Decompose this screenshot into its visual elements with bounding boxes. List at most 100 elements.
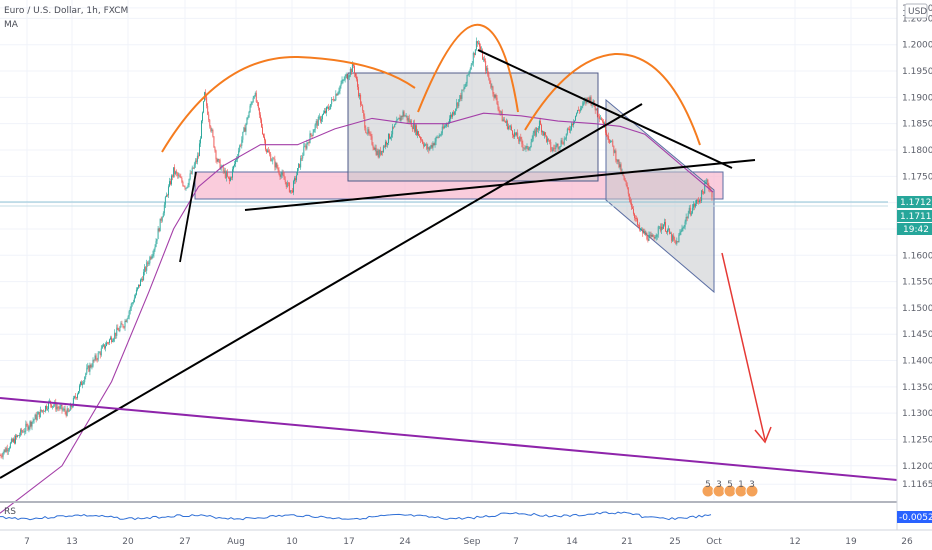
candle-body [294,178,295,182]
candle-body [79,385,81,392]
candle-body [53,405,55,407]
candle-body [285,181,287,187]
neckline[interactable] [244,159,756,211]
rise-to-shoulder-line[interactable] [179,171,197,263]
price-tick-label: 1.18500 [902,120,932,130]
head-shoulder-arc-head[interactable] [417,23,519,113]
candle-body [242,131,244,140]
candle-body [506,120,508,129]
candle-body [203,101,205,113]
candle-body [477,43,479,44]
price-tick-label: 1.18000 [902,146,932,156]
candle-body [348,75,350,78]
head-shoulder-arc-left[interactable] [161,55,416,153]
candle-body [161,217,163,221]
candle-body [145,267,147,271]
candle-body [365,127,367,133]
candle-body [679,232,681,235]
candle-body [186,186,188,189]
candle-body [194,160,196,165]
candle-body [132,302,134,303]
candle-body [518,138,520,142]
candle-body [105,342,107,347]
candle-body [149,257,151,264]
time-tick-label: 13 [66,537,77,547]
candle-body [631,206,633,209]
event-badge-icon[interactable] [745,484,759,498]
candle-body [535,128,537,136]
descending-top-line[interactable] [477,49,733,169]
candle-body [65,411,67,416]
candle-body [590,97,592,106]
candle-body [207,105,209,115]
candle-body [40,409,42,412]
candle-body [138,284,139,288]
candle-body [401,115,403,117]
candle-body [561,140,563,144]
candle-body [436,136,438,138]
candle-body [341,79,343,84]
candle-body [57,406,59,408]
candle-body [565,133,567,139]
candle-body [497,103,499,110]
ma-legend[interactable]: MA [4,20,19,30]
candle-body [118,330,120,332]
candle-body [320,119,322,122]
candle-body [392,126,394,135]
candle-body [258,107,260,115]
candle-body [245,123,247,132]
currency-button[interactable] [904,3,928,19]
symbol-legend[interactable]: Euro / U.S. Dollar, 1h, FXCM [4,6,128,16]
candle-body [397,119,399,120]
candle-body [406,115,408,121]
time-tick-label: Aug [227,537,245,547]
candle-body [482,49,484,60]
purple-trend-line[interactable] [0,397,898,481]
candle-body [123,326,125,328]
candle-body [14,438,15,444]
candle-body [523,147,525,149]
candle-body [705,182,707,184]
candle-body [334,100,336,101]
candle-body [269,152,271,155]
candle-body [179,175,181,178]
candle-body [414,125,416,132]
candle-body [174,167,176,174]
candle-body [30,421,32,427]
candle-body [423,143,425,147]
candle-body [43,411,45,412]
candle-body [626,184,628,188]
candle-body [9,442,11,449]
candle-body [268,150,270,153]
price-tick-label: 1.15000 [902,304,932,314]
candle-body [23,431,25,433]
candle-body [452,112,454,117]
candle-body [428,147,430,150]
head-shoulder-arc-right[interactable] [524,52,701,146]
candle-body [441,126,443,134]
candle-body [283,175,285,180]
candle-body [333,99,335,101]
time-tick-label: 25 [669,537,680,547]
candle-body [347,77,349,79]
candle-body [455,108,457,112]
candle-body [367,129,369,134]
candle-body [573,122,574,126]
forecast-arrow-shaft[interactable] [721,252,766,441]
candle-body [250,103,252,106]
candle-body [543,131,544,136]
consolidation-box[interactable] [347,72,599,182]
candle-body [10,439,12,443]
candle-body [462,89,464,91]
candle-body [583,101,585,103]
candle-body [165,195,167,198]
candle-body [358,87,360,97]
candle-body [636,218,637,219]
candle-body [92,359,94,367]
candle-body [289,190,291,193]
falling-channel[interactable] [605,98,715,294]
candle-body [361,104,363,106]
long-uptrend-line[interactable] [0,103,643,479]
